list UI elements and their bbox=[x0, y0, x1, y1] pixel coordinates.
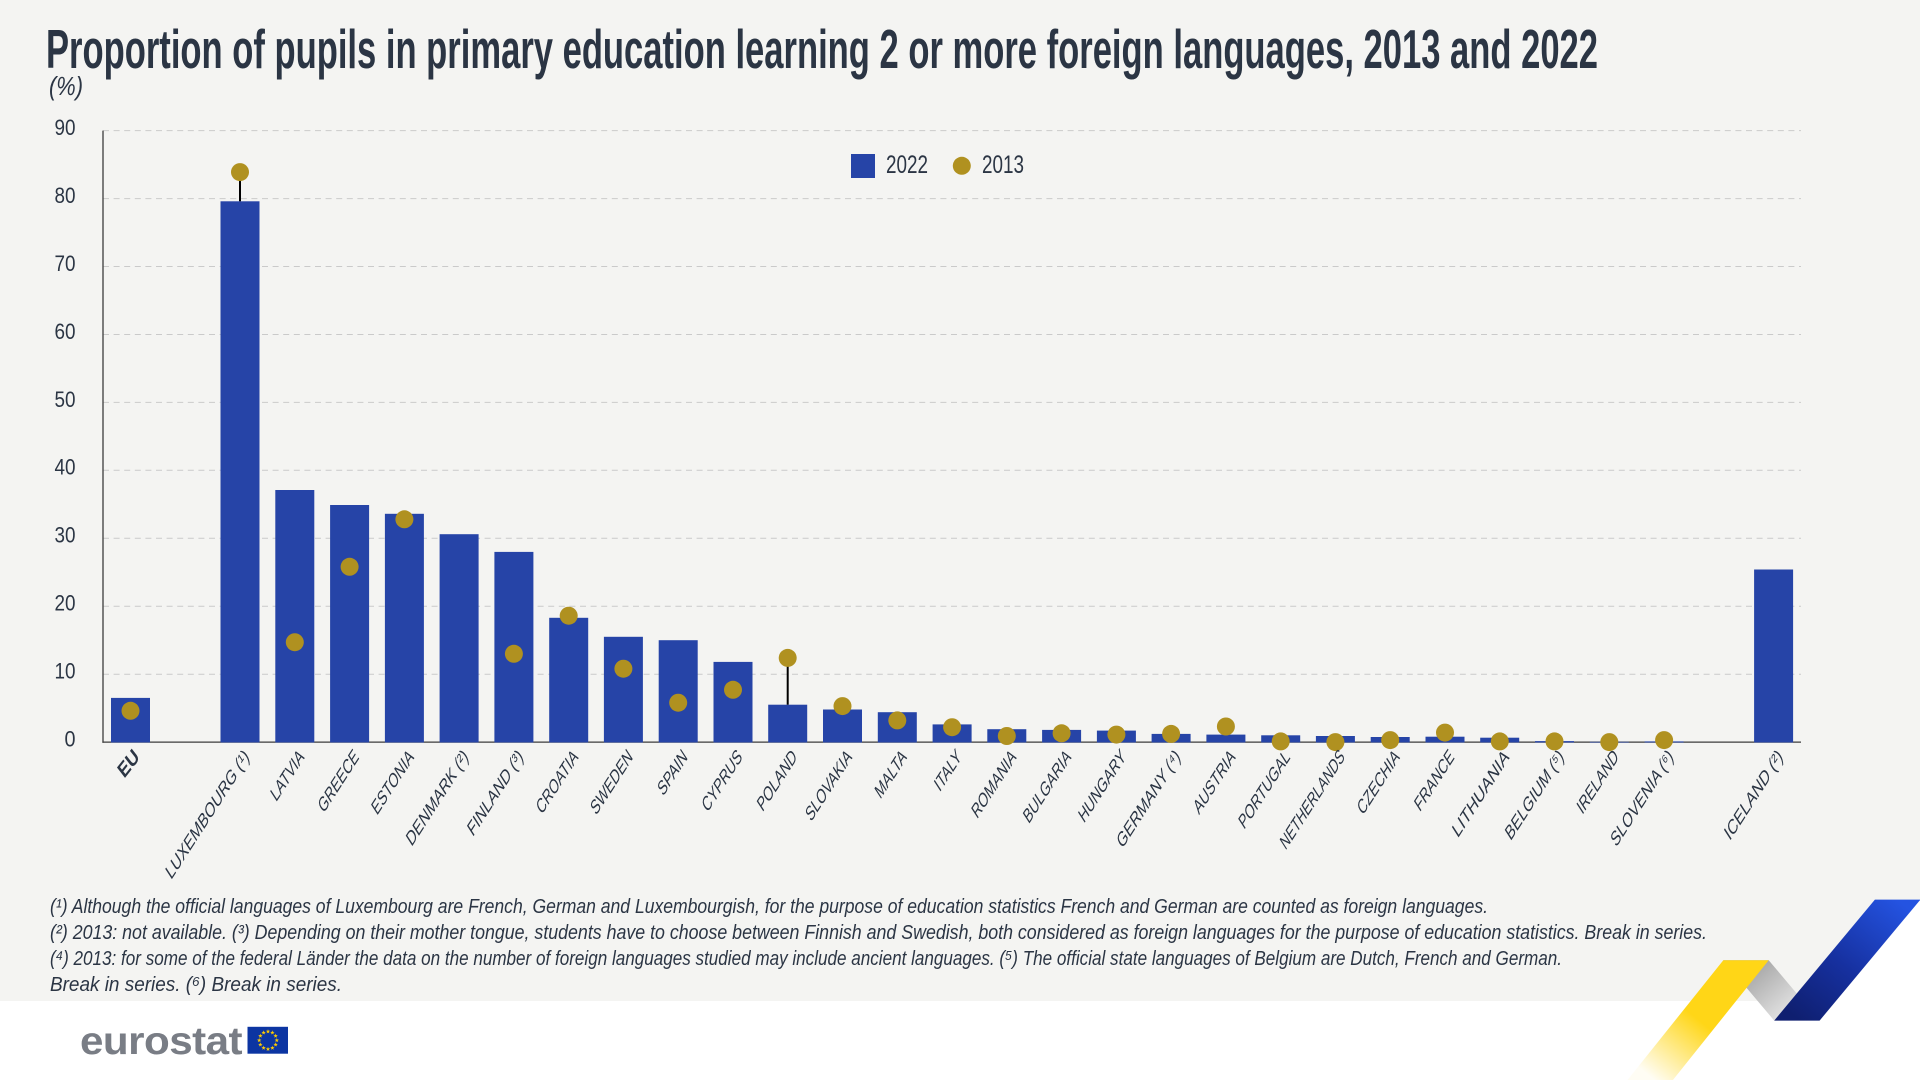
svg-text:30: 30 bbox=[55, 523, 76, 548]
svg-text:10: 10 bbox=[55, 659, 76, 684]
svg-text:(¹) Although the official lang: (¹) Although the official languages of L… bbox=[50, 895, 1488, 918]
svg-text:Proportion of pupils in primar: Proportion of pupils in primary educatio… bbox=[46, 18, 1598, 80]
svg-text:90: 90 bbox=[55, 115, 76, 140]
svg-text:80: 80 bbox=[55, 183, 76, 208]
svg-text:20: 20 bbox=[55, 591, 76, 616]
svg-text:2013: 2013 bbox=[982, 151, 1024, 179]
svg-text:40: 40 bbox=[55, 455, 76, 480]
svg-text:Break in series. (⁶) Break in: Break in series. (⁶) Break in series. bbox=[50, 973, 342, 996]
svg-text:2022: 2022 bbox=[886, 151, 928, 179]
svg-text:(⁴) 2013: for some of the fede: (⁴) 2013: for some of the federal Länder… bbox=[50, 947, 1562, 970]
svg-text:70: 70 bbox=[55, 251, 76, 276]
svg-text:0: 0 bbox=[65, 727, 76, 752]
svg-text:60: 60 bbox=[55, 319, 76, 344]
svg-text:eurostat: eurostat bbox=[80, 1020, 243, 1063]
svg-text:50: 50 bbox=[55, 387, 76, 412]
svg-text:(²) 2013: not available. (³) D: (²) 2013: not available. (³) Depending o… bbox=[50, 921, 1707, 944]
svg-text:(%): (%) bbox=[49, 71, 83, 101]
